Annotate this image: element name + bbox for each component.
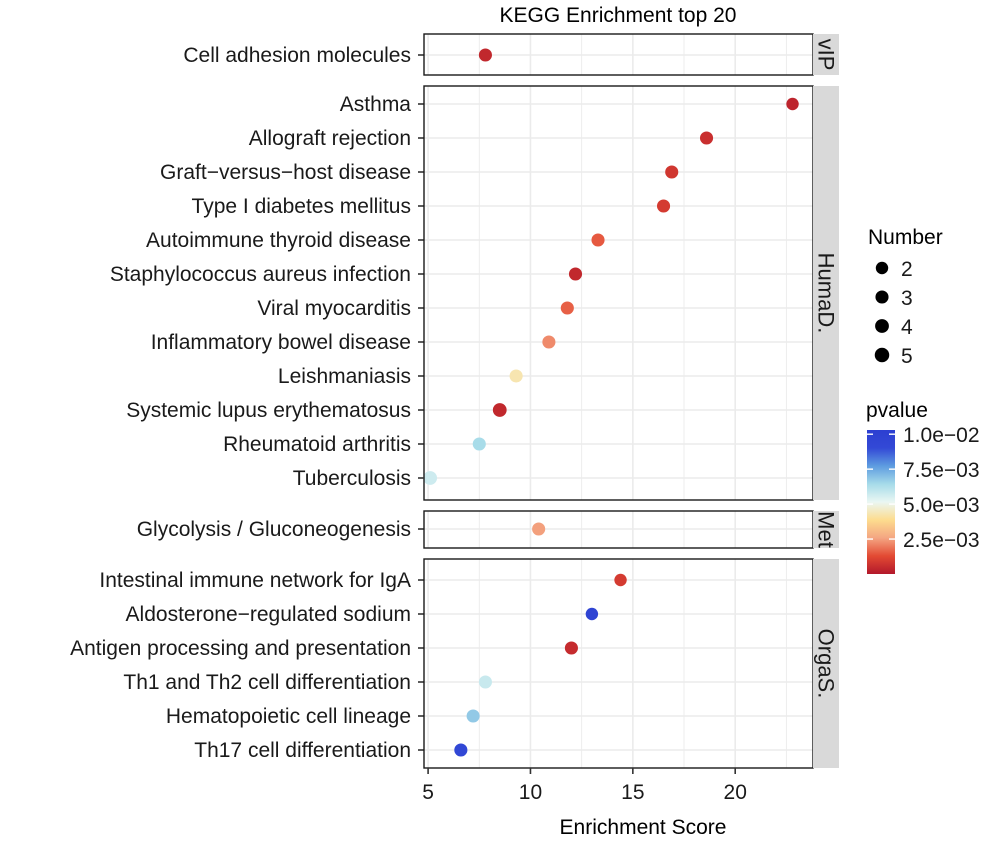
facet-strip-label: vIP — [814, 39, 839, 71]
data-point — [585, 607, 599, 621]
term-label: Systemic lupus erythematosus — [126, 399, 411, 422]
term-label: Antigen processing and presentation — [70, 637, 411, 660]
data-point — [542, 335, 556, 349]
panel-background — [424, 86, 813, 500]
term-label: Asthma — [340, 93, 412, 116]
x-axis-title: Enrichment Score — [560, 816, 727, 839]
facet-strip: HumaD. — [813, 86, 839, 500]
facet-strip: Met — [813, 511, 839, 548]
panel-2: Glycolysis / Gluconeogenesis Met — [137, 510, 839, 549]
data-point — [454, 743, 468, 757]
data-point — [423, 471, 438, 485]
size-legend-key — [875, 319, 889, 333]
data-point — [478, 675, 492, 689]
facet-strip-background — [813, 34, 839, 75]
facet-strip-label: Met — [814, 511, 839, 548]
color-legend-label: 5.0e−03 — [903, 494, 980, 517]
size-legend-label: 5 — [901, 345, 913, 368]
color-legend-bar — [867, 430, 895, 574]
term-label: Autoimmune thyroid disease — [146, 229, 411, 252]
size-legend-title: Number — [868, 226, 943, 249]
facet-strip-label: HumaD. — [814, 253, 839, 334]
term-label: Graft−versus−host disease — [160, 161, 411, 184]
panel-background — [424, 559, 813, 768]
term-label: Hematopoietic cell lineage — [166, 705, 411, 728]
data-point — [532, 522, 546, 536]
term-label: Allograft rejection — [249, 127, 411, 150]
data-point — [614, 573, 627, 587]
size-legend-label: 3 — [901, 287, 913, 310]
data-point — [564, 641, 578, 655]
data-point — [665, 165, 679, 179]
term-label: Aldosterone−regulated sodium — [126, 603, 411, 626]
size-legend-label: 2 — [901, 258, 913, 281]
x-tick-label: 5 — [422, 781, 434, 804]
data-point — [656, 199, 671, 213]
term-label: Viral myocarditis — [257, 297, 411, 320]
facet-strip: vIP — [813, 34, 839, 75]
data-point — [699, 131, 714, 145]
panel-0: Cell adhesion molecules vIP — [183, 33, 839, 76]
chart-title: KEGG Enrichment top 20 — [500, 4, 737, 27]
term-label: Inflammatory bowel disease — [151, 331, 411, 354]
x-tick-label: 15 — [621, 781, 644, 804]
color-legend-label: 7.5e−03 — [903, 459, 980, 482]
data-point — [472, 437, 486, 451]
term-label: Th1 and Th2 cell differentiation — [123, 671, 411, 694]
size-legend-key — [875, 261, 889, 275]
x-tick-label: 10 — [519, 781, 542, 804]
term-label: Intestinal immune network for IgA — [99, 569, 411, 592]
data-point — [509, 369, 523, 383]
facet-strip: OrgaS. — [813, 559, 839, 768]
color-legend-label: 1.0e−02 — [903, 424, 980, 447]
term-label: Tuberculosis — [293, 467, 411, 490]
size-legend-key — [874, 347, 890, 363]
data-point — [591, 233, 605, 247]
x-tick-label: 20 — [724, 781, 747, 804]
term-label: Staphylococcus aureus infection — [110, 263, 411, 286]
data-point — [560, 301, 574, 315]
data-point — [478, 48, 492, 62]
plot-panels: Cell adhesion molecules vIP Asthma Allograf… — [70, 33, 839, 769]
size-legend-label: 4 — [901, 316, 913, 339]
data-point — [568, 267, 583, 281]
term-label: Rheumatoid arthritis — [223, 433, 411, 456]
color-legend-title: pvalue — [866, 399, 928, 422]
size-legend: Number 2 3 4 5 — [868, 226, 943, 368]
term-label: Leishmaniasis — [278, 365, 411, 388]
x-axis: 5 10 15 20 — [422, 768, 747, 804]
term-label: Cell adhesion molecules — [183, 44, 411, 67]
panel-3: Intestinal immune network for IgA Aldoste… — [70, 558, 839, 769]
panel-1: Asthma Allograft rejection Graft−versus−ho… — [110, 85, 839, 501]
term-label: Type I diabetes mellitus — [192, 195, 411, 218]
color-legend: pvalue 1.0e−02 7.5e−03 5.0e−03 2.5e−03 — [866, 399, 980, 574]
facet-strip-background — [813, 86, 839, 500]
facet-strip-background — [813, 559, 839, 768]
data-point — [492, 403, 507, 417]
facet-strip-background — [813, 511, 839, 548]
data-point — [786, 97, 799, 111]
term-label: Glycolysis / Gluconeogenesis — [137, 518, 411, 541]
data-point — [466, 709, 480, 723]
color-legend-label: 2.5e−03 — [903, 529, 980, 552]
facet-strip-label: OrgaS. — [814, 629, 839, 699]
size-legend-key — [875, 290, 889, 304]
term-label: Th17 cell differentiation — [194, 739, 411, 762]
